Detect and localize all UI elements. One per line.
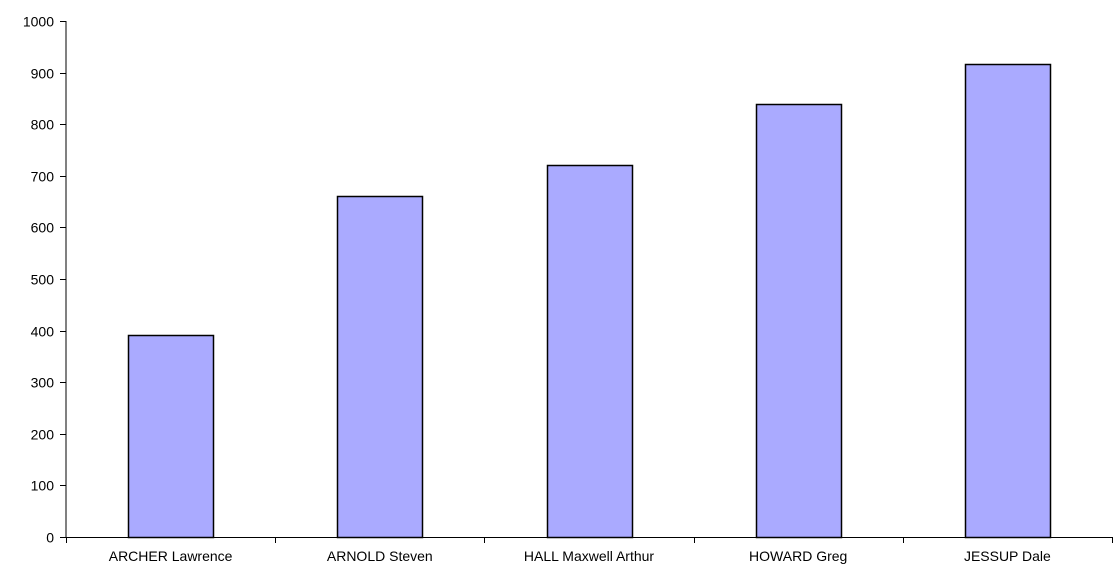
bar-jessup-dale <box>964 63 1052 539</box>
x-tick-label: ARCHER Lawrence <box>109 548 233 564</box>
x-tick-label: JESSUP Dale <box>964 548 1051 564</box>
bar-howard-greg <box>755 103 843 539</box>
y-axis: 0 100 200 300 400 500 600 700 800 900 1000 <box>23 14 67 546</box>
bar-hall-maxwell-arthur <box>546 164 634 539</box>
bar-arnold-steven <box>336 195 424 539</box>
x-tick-label: HOWARD Greg <box>749 548 847 564</box>
y-tick-label: 600 <box>31 220 55 236</box>
y-tick-label: 500 <box>31 272 55 288</box>
x-tick-label: HALL Maxwell Arthur <box>524 548 655 564</box>
y-tick-label: 1000 <box>23 14 54 30</box>
y-tick-label: 700 <box>31 169 55 185</box>
bar-archer-lawrence <box>127 334 215 539</box>
x-tick-label: ARNOLD Steven <box>327 548 433 564</box>
y-tick-label: 0 <box>46 530 54 546</box>
y-tick-label: 300 <box>31 375 55 391</box>
y-tick-label: 100 <box>31 478 55 494</box>
y-tick-label: 200 <box>31 427 55 443</box>
y-tick-label: 800 <box>31 117 55 133</box>
y-tick-label: 400 <box>31 324 55 340</box>
x-axis: ARCHER Lawrence ARNOLD Steven HALL Maxwell… <box>66 537 1113 564</box>
y-tick-label: 900 <box>31 66 55 82</box>
bar-series <box>127 63 1052 539</box>
